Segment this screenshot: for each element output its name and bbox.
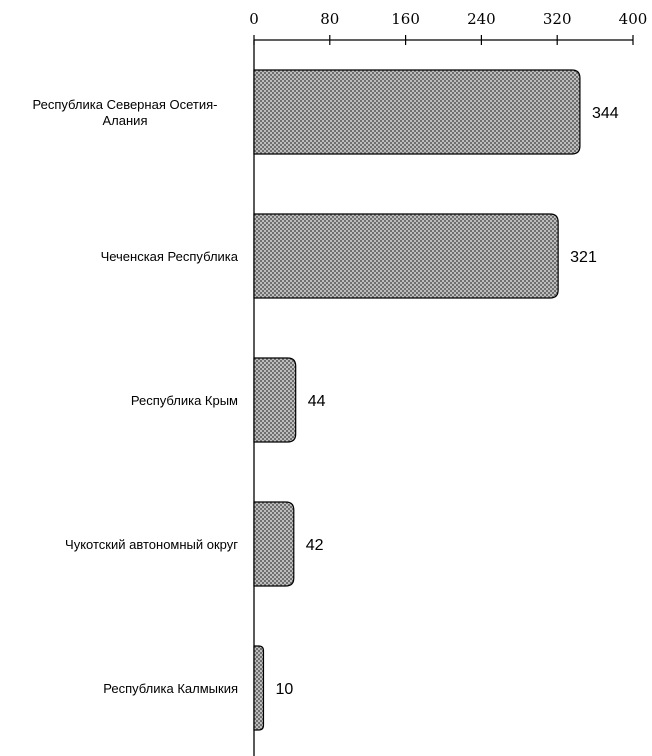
x-tick-label: 0 [249,10,259,28]
category-label: Чукотский автономный округ [65,537,238,552]
bar [253,645,265,731]
category-label: Республика Крым [131,393,238,408]
category-label: Алания [103,113,148,128]
bar [253,357,297,443]
bar [253,213,559,299]
x-tick-label: 320 [543,10,572,28]
bar-value-label: 44 [308,393,326,410]
bar-value-label: 344 [592,105,619,122]
bar-value-label: 10 [275,681,293,698]
bar [253,69,581,155]
category-label: Республика Калмыкия [103,681,238,696]
x-tick-label: 400 [619,10,648,28]
bar-value-label: 321 [570,249,597,266]
x-tick-label: 240 [467,10,496,28]
bar-value-label: 42 [306,537,324,554]
bars: 344 321 44 42 10 [253,69,619,731]
bar [253,501,295,587]
x-tick-label: 160 [391,10,420,28]
category-label: Чеченская Республика [101,249,239,264]
category-label: Республика Северная Осетия- [33,97,218,112]
y-axis: Республика Северная Осетия-Алания Чеченск… [33,40,255,756]
x-tick-label: 80 [320,10,339,28]
x-axis: 0 80 160 240 320 400 [249,10,647,45]
